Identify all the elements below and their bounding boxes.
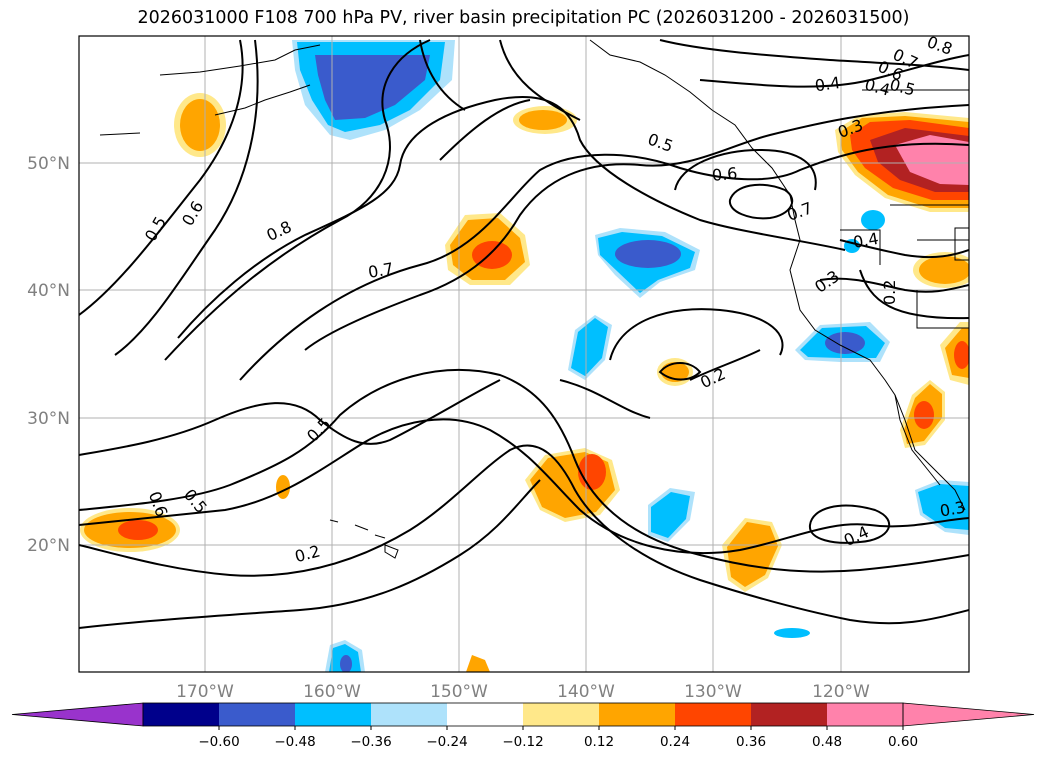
colorbar: −0.60 −0.48 −0.36 −0.24 −0.12 0.12 0.24 0.36 0.4…	[11, 702, 1035, 750]
lat-label: 20°N	[27, 536, 70, 556]
colorbar-extend-low	[11, 702, 144, 727]
colorbar-bin	[295, 703, 372, 726]
colorbar-tick-label: 0.60	[888, 734, 918, 750]
lon-label: 130°W	[684, 682, 742, 702]
colorbar-extend-high	[902, 702, 1035, 727]
colorbar-tick-label: −0.36	[350, 734, 391, 750]
contour-label: 0.4	[852, 229, 880, 252]
colorbar-tick-label: 0.12	[584, 734, 614, 750]
lon-label: 120°W	[812, 682, 870, 702]
lat-label: 30°N	[27, 409, 70, 429]
colorbar-bin	[599, 703, 676, 726]
lon-label: 140°W	[557, 682, 615, 702]
colorbar-bin	[371, 703, 448, 726]
latitude-labels: 50°N 40°N 30°N 20°N	[27, 154, 70, 556]
colorbar-tick-label: 0.24	[660, 734, 690, 750]
contour-label: 0.6	[711, 164, 738, 185]
colorbar-bin	[751, 703, 828, 726]
colorbar-bin	[143, 703, 220, 726]
graticule	[79, 36, 969, 672]
colorbar-bin	[447, 703, 524, 726]
colorbar-tick-label: 0.48	[812, 734, 842, 750]
colorbar-bin	[523, 703, 600, 726]
colorbar-bin	[219, 703, 296, 726]
colorbar-bin	[675, 703, 752, 726]
colorbar-tick-label: −0.12	[502, 734, 543, 750]
contour-label: 0.4	[814, 73, 842, 95]
lon-label: 160°W	[303, 682, 361, 702]
pv-contours	[79, 39, 969, 629]
coastlines	[99, 39, 969, 559]
lon-label: 150°W	[430, 682, 488, 702]
colorbar-bin	[827, 703, 904, 726]
longitude-labels: 170°W 160°W 150°W 140°W 130°W 120°W	[176, 682, 870, 702]
map-plot-area: 0.8 0.7 0.6 0.5 0.5 0.4 0.5 0.6 0.7 0.6 …	[79, 36, 969, 672]
contour-label: 0.3	[938, 497, 966, 520]
contour-label: 0.2	[880, 280, 899, 305]
lat-label: 40°N	[27, 281, 70, 301]
colorbar-tick-label: 0.36	[736, 734, 766, 750]
precip-anomaly-fills	[80, 40, 969, 672]
map-frame	[78, 35, 970, 673]
colorbar-tick-label: −0.24	[426, 734, 467, 750]
colorbar-tick-label: −0.48	[274, 734, 315, 750]
map-title: 2026031000 F108 700 hPa PV, river basin …	[137, 8, 910, 28]
contour-label: 0.7	[367, 259, 395, 282]
colorbar-tick-label: −0.60	[198, 734, 239, 750]
lat-label: 50°N	[27, 154, 70, 174]
lon-label: 170°W	[176, 682, 234, 702]
